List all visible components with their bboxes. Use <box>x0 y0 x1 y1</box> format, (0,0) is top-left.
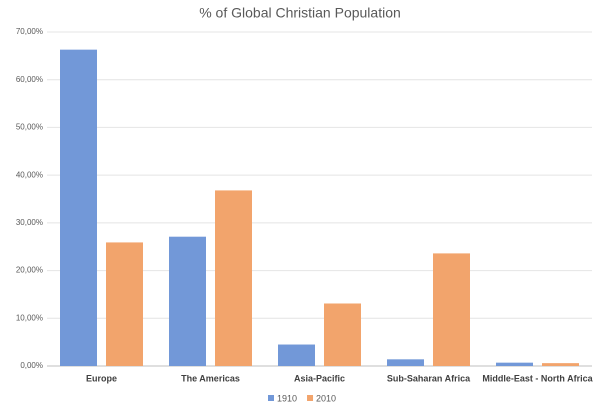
y-tick-label: 60,00% <box>16 75 43 84</box>
y-tick-label: 50,00% <box>16 123 43 132</box>
bar <box>60 49 97 366</box>
y-tick-label: 10,00% <box>16 313 43 322</box>
x-tick-label: Middle-East - North Africa <box>482 373 593 383</box>
bar <box>215 190 252 366</box>
y-tick-label: 0,00% <box>20 361 43 370</box>
legend-swatch <box>268 395 274 401</box>
x-tick-label: Europe <box>86 373 117 383</box>
legend-label: 2010 <box>316 393 336 403</box>
bar <box>387 359 424 366</box>
x-tick-label: The Americas <box>181 373 240 383</box>
x-tick-label: Sub-Saharan Africa <box>387 373 471 383</box>
y-tick-label: 20,00% <box>16 266 43 275</box>
bar <box>169 236 206 366</box>
legend-swatch <box>307 395 314 401</box>
x-tick-label: Asia-Pacific <box>294 373 345 383</box>
y-tick-label: 40,00% <box>16 170 43 179</box>
chart-title: % of Global Christian Population <box>199 5 401 21</box>
bar <box>433 253 470 366</box>
bar <box>496 362 533 366</box>
bar <box>106 242 143 366</box>
legend-label: 1910 <box>277 393 297 403</box>
y-tick-label: 70,00% <box>16 27 43 36</box>
bar <box>542 363 579 366</box>
bar <box>324 303 361 366</box>
bar <box>278 344 315 366</box>
y-tick-label: 30,00% <box>16 218 43 227</box>
